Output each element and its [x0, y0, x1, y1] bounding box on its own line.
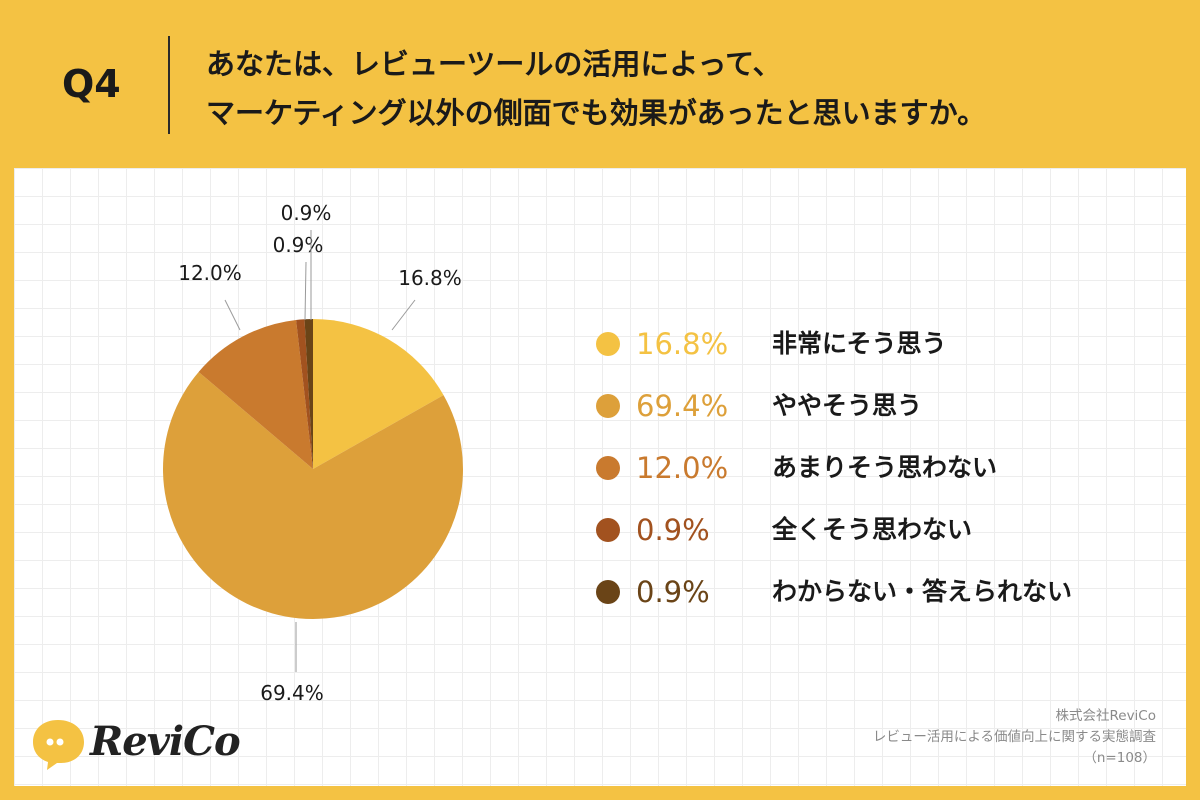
legend-label: 非常にそう思う: [772, 329, 947, 358]
pie-slice: [198, 319, 313, 469]
data-label: 0.9%: [281, 201, 332, 225]
leader-line: [304, 261, 307, 321]
legend-swatch: [596, 580, 620, 604]
legend-swatch: [596, 456, 620, 480]
pie-slice: [304, 319, 313, 469]
legend-label: 全くそう思わない: [772, 515, 973, 544]
data-label: 69.4%: [260, 681, 324, 705]
legend-item: 69.4% ややそう思う: [596, 386, 1156, 426]
data-label: 0.9%: [273, 233, 324, 257]
header-divider: [168, 36, 170, 134]
legend-item: 16.8% 非常にそう思う: [596, 324, 1156, 364]
header: Q4 あなたは、レビューツールの活用によって、 マーケティング以外の側面でも効果…: [0, 0, 1200, 168]
legend-percent: 0.9%: [636, 575, 710, 609]
legend-percent: 0.9%: [636, 513, 710, 547]
legend-label: あまりそう思わない: [772, 453, 998, 482]
legend-item: 12.0% あまりそう思わない: [596, 448, 1156, 488]
pie-slice: [163, 371, 463, 619]
legend-item: 0.9% わからない・答えられない: [596, 572, 1156, 612]
legend-percent: 69.4%: [636, 389, 729, 423]
legend-swatch: [596, 518, 620, 542]
legend-percent: 16.8%: [636, 327, 729, 361]
question-line-2: マーケティング以外の側面でも効果があったと思いますか。: [206, 96, 987, 130]
legend-swatch: [596, 394, 620, 418]
data-label: 12.0%: [178, 261, 242, 285]
source-company: 株式会社ReviCo: [1055, 708, 1156, 724]
data-label: 16.8%: [398, 266, 462, 290]
speech-bubble-icon: [33, 720, 84, 770]
pie-slice: [296, 319, 313, 469]
legend-swatch: [596, 332, 620, 356]
question-number: Q4: [62, 62, 121, 106]
leader-line: [224, 299, 241, 331]
source-note: 株式会社ReviCo レビュー活用による価値向上に関する実態調査 （n=108）: [873, 706, 1156, 769]
question-text: あなたは、レビューツールの活用によって、 マーケティング以外の側面でも効果があっ…: [206, 40, 986, 138]
legend-item: 0.9% 全くそう思わない: [596, 510, 1156, 550]
source-sample: （n=108）: [1083, 750, 1156, 766]
legend-label: ややそう思う: [772, 391, 923, 420]
source-survey: レビュー活用による価値向上に関する実態調査: [872, 729, 1156, 745]
pie-slice: [313, 319, 444, 469]
revico-logo: ReviCo: [30, 716, 241, 774]
logo-text: ReviCo: [90, 718, 241, 765]
legend-label: わからない・答えられない: [772, 577, 1073, 606]
legend-percent: 12.0%: [636, 451, 729, 485]
question-line-1: あなたは、レビューツールの活用によって、: [206, 47, 782, 81]
leader-line: [391, 299, 416, 331]
